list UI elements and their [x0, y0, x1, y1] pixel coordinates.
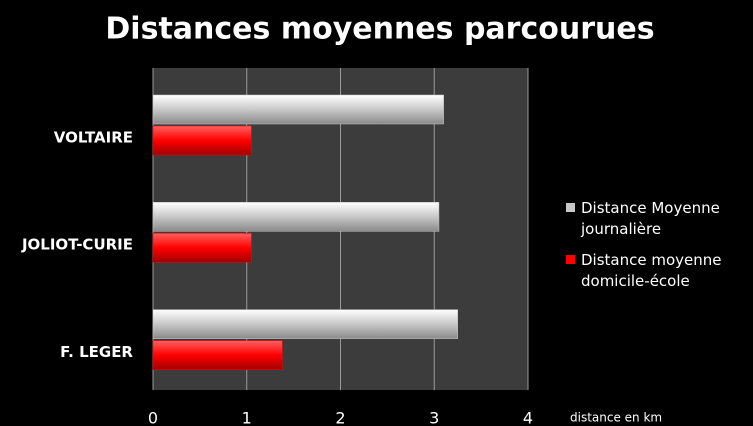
legend-entry: Distance moyenne domicile-école [566, 250, 753, 292]
chart-title: Distances moyennes parcourues [105, 12, 654, 47]
legend-label: Distance moyenne domicile-école [581, 251, 722, 290]
x-axis-label: distance en km [570, 411, 662, 425]
legend-swatch [566, 203, 575, 212]
legend-swatch [566, 255, 575, 264]
bar [152, 340, 283, 370]
x-tick-label: 3 [429, 409, 439, 426]
y-tick-label: VOLTAIRE [54, 128, 133, 146]
legend: Distance Moyenne journalière Distance moy… [566, 198, 753, 302]
bar [152, 309, 458, 339]
x-tick-label: 4 [523, 409, 533, 426]
y-tick-label: F. LEGER [60, 343, 133, 361]
bar [152, 233, 252, 263]
y-tick-label: JOLIOT-CURIE [21, 236, 133, 254]
x-tick-label: 0 [148, 409, 158, 426]
bar [152, 125, 252, 156]
x-tick-label: 1 [242, 409, 252, 426]
x-tick-label: 2 [335, 409, 345, 426]
bar [152, 94, 444, 125]
legend-label: Distance Moyenne journalière [581, 199, 720, 238]
bar [152, 202, 440, 232]
legend-entry: Distance Moyenne journalière [566, 198, 753, 240]
